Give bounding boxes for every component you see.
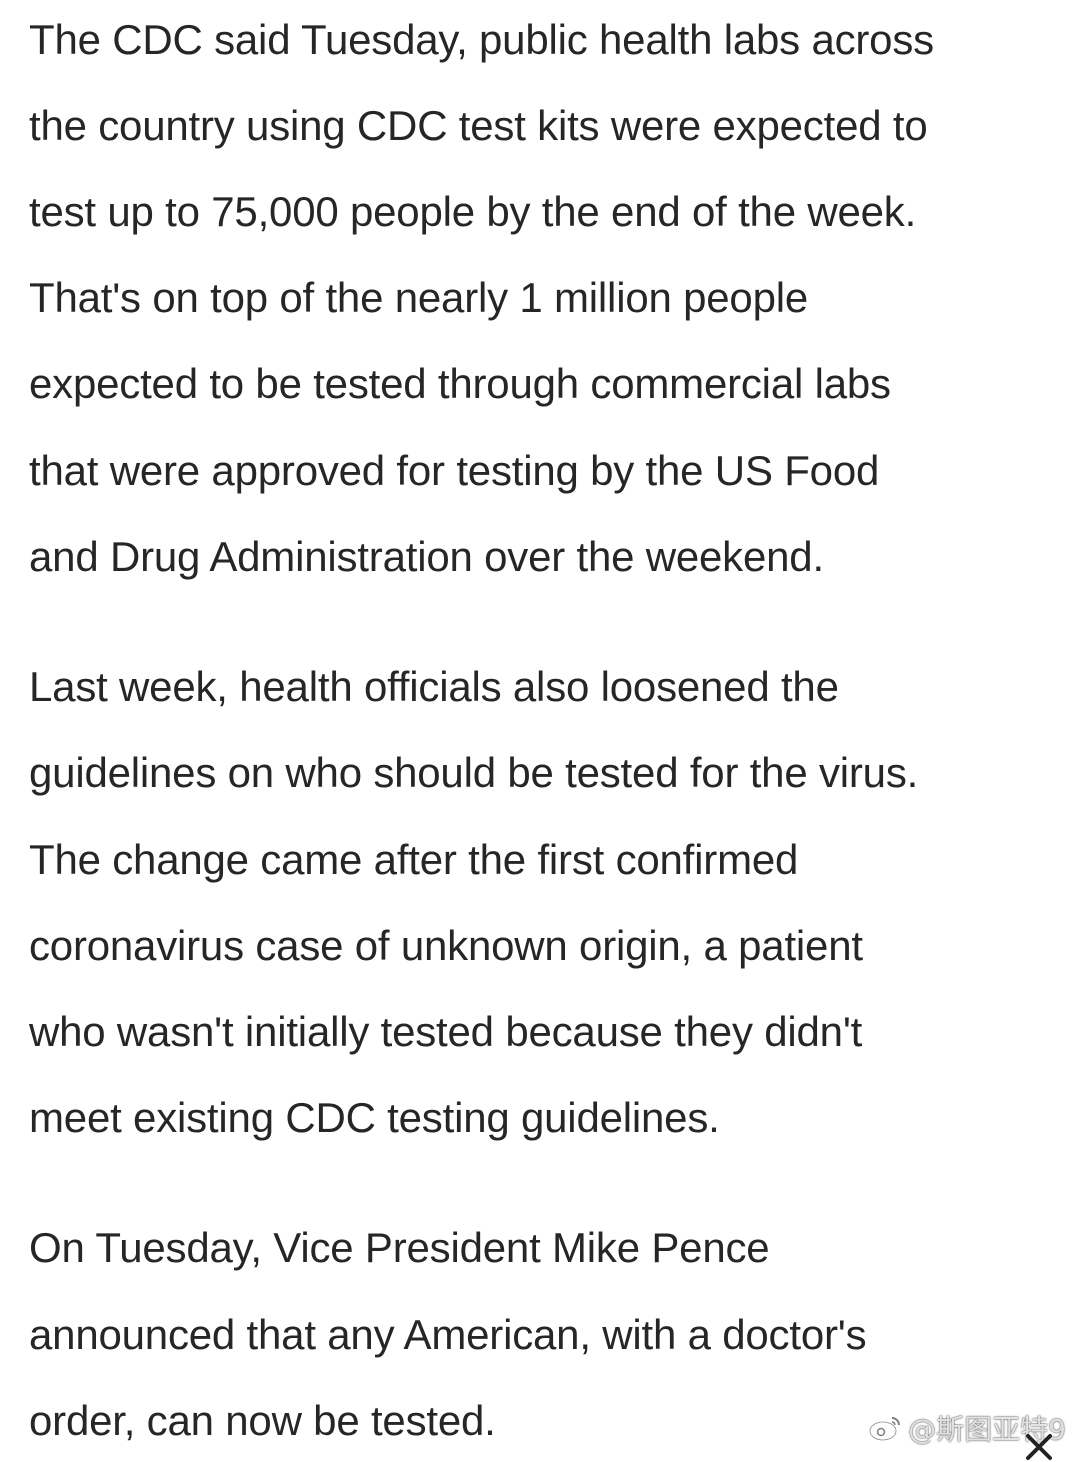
watermark-text: @斯图亚特9 (908, 1413, 1066, 1446)
weibo-watermark: @斯图亚特9 (868, 1408, 1066, 1448)
text-line: Last week, health officials also loosene… (29, 663, 839, 710)
text-line: guidelines on who should be tested for t… (29, 749, 919, 796)
weibo-logo-icon (869, 1417, 901, 1441)
text-line: the country using CDC test kits were exp… (29, 102, 928, 149)
text-line: and Drug Administration over the weekend… (29, 533, 824, 580)
text-line: On Tuesday, Vice President Mike Pence (29, 1224, 770, 1271)
close-icon[interactable] (1024, 1432, 1054, 1462)
text-line: The change came after the first confirme… (29, 836, 799, 883)
text-line: coronavirus case of unknown origin, a pa… (29, 922, 863, 969)
text-line: who wasn't initially tested because they… (29, 1008, 863, 1055)
text-line: test up to 75,000 people by the end of t… (29, 188, 917, 235)
text-line: The CDC said Tuesday, public health labs… (29, 16, 934, 63)
text-line: meet existing CDC testing guidelines. (29, 1094, 720, 1141)
text-line: that were approved for testing by the US… (29, 447, 880, 494)
text-line: announced that any American, with a doct… (29, 1311, 867, 1358)
text-line: That's on top of the nearly 1 million pe… (29, 274, 809, 321)
text-line: order, can now be tested. (29, 1397, 496, 1444)
text-line: expected to be tested through commercial… (29, 360, 891, 407)
